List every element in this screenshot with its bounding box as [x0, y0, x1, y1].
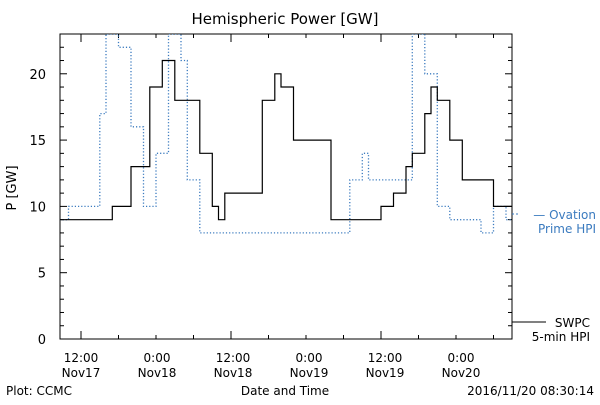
footer-timestamp: 2016/11/20 08:30:14: [467, 384, 594, 398]
chart-title: Hemispheric Power [GW]: [192, 10, 379, 28]
legend-swpc-label-2: 5-min HPI: [532, 330, 590, 344]
x-tick-label-date: Nov19: [290, 366, 329, 380]
x-tick-label-date: Nov18: [214, 366, 253, 380]
x-tick-label-time: 0:00: [144, 351, 171, 365]
y-ticks: 0 5 10 15 20: [29, 33, 512, 348]
x-tick-label-time: 12:00: [368, 351, 403, 365]
ovation-prime-series: [60, 34, 512, 234]
x-tick-label-date: Nov17: [62, 366, 101, 380]
y-tick-label: 20: [29, 68, 46, 83]
footer-credit: Plot: CCMC: [6, 384, 72, 398]
legend-ovation-label-2: Prime HPI: [538, 222, 596, 236]
y-axis-label: P [GW]: [5, 165, 20, 210]
x-tick-label-date: Nov19: [366, 366, 405, 380]
x-tick-label-time: 0:00: [448, 351, 475, 365]
y-tick-label: 0: [38, 333, 46, 348]
plot-frame: [59, 33, 513, 340]
x-tick-label-date: Nov20: [442, 366, 481, 380]
y-tick-label: 5: [38, 267, 46, 282]
x-tick-label-time: 0:00: [296, 351, 323, 365]
x-tick-label-time: 12:00: [216, 351, 251, 365]
x-tick-label-date: Nov18: [138, 366, 177, 380]
legend-ovation-label: — Ovation: [533, 208, 596, 222]
swpc-series: [60, 59, 512, 221]
series-layer: [60, 34, 512, 234]
y-tick-label: 10: [29, 200, 46, 215]
y-tick-label: 15: [29, 134, 46, 149]
x-ticks: 12:00Nov170:00Nov1812:00Nov180:00Nov1912…: [62, 34, 494, 380]
x-axis-label: Date and Time: [241, 384, 329, 398]
x-tick-label-time: 12:00: [64, 351, 99, 365]
legend-swpc-label: SWPC: [555, 316, 590, 330]
